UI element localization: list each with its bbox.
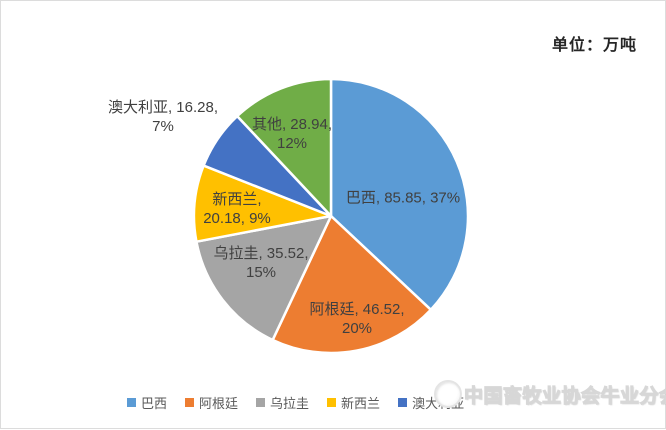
pie-label-uruguay: 乌拉圭, 35.52, 15% (213, 245, 309, 281)
legend-swatch-uruguay (256, 398, 266, 407)
pie-label-new-zealand: 新西兰, 20.18, 9% (203, 191, 271, 227)
pie-label-brazil: 巴西, 85.85, 37% (345, 189, 461, 207)
legend-item-argentina: 阿根廷 (185, 393, 238, 412)
pie-label-australia: 澳大利亚, 16.28, 7% (107, 99, 219, 135)
watermark: 中国畜牧业协会牛业分会 (434, 380, 666, 408)
pie-label-other: 其他, 28.94, 12% (251, 116, 333, 152)
pie-label-argentina: 阿根廷, 46.52, 20% (309, 301, 405, 337)
legend-swatch-australia (398, 398, 408, 407)
watermark-logo-icon (434, 380, 462, 408)
pie-slices-group (192, 77, 470, 355)
legend-item-brazil: 巴西 (127, 393, 167, 412)
pie-slice-brazil (329, 77, 470, 312)
legend-label-argentina: 阿根廷 (199, 396, 239, 411)
legend-label-uruguay: 乌拉圭 (270, 396, 310, 411)
legend-label-new-zealand: 新西兰 (341, 396, 381, 411)
legend-swatch-brazil (127, 398, 136, 407)
legend-item-uruguay: 乌拉圭 (256, 393, 309, 412)
legend-swatch-new-zealand (327, 398, 337, 407)
legend-item-new-zealand: 新西兰 (327, 393, 380, 412)
pie-slice-other (235, 77, 333, 218)
legend-label-brazil: 巴西 (141, 396, 168, 411)
pie-slice-argentina (271, 214, 433, 355)
legend: 巴西阿根廷乌拉圭新西兰澳大利亚 (127, 393, 464, 412)
watermark-text: 中国畜牧业协会牛业分会 (464, 385, 666, 407)
unit-label: 单位：万吨 (551, 37, 637, 54)
legend-swatch-argentina (185, 398, 195, 407)
pie-slice-uruguay (195, 214, 333, 342)
